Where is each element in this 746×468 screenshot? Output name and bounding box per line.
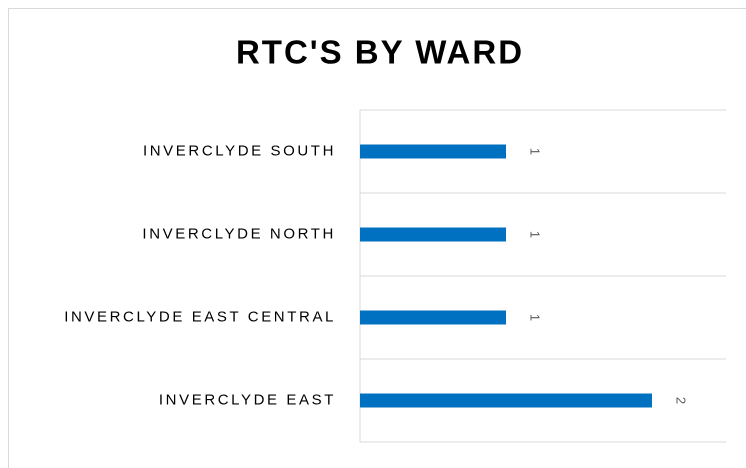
y-tick-label: INVERCLYDE EAST CENTRAL	[64, 308, 336, 325]
chart-title: RTC'S BY WARD	[236, 34, 524, 71]
bar	[360, 393, 652, 408]
data-label: 2	[674, 397, 689, 404]
y-tick-label: INVERCLYDE NORTH	[142, 225, 336, 242]
y-tick-label: INVERCLYDE EAST	[159, 391, 336, 408]
y-tick-label: INVERCLYDE SOUTH	[143, 142, 336, 159]
bar	[360, 310, 506, 325]
data-label: 1	[528, 148, 543, 155]
bar	[360, 144, 506, 159]
data-label: 1	[528, 314, 543, 321]
data-label: 1	[528, 231, 543, 238]
bar	[360, 227, 506, 242]
